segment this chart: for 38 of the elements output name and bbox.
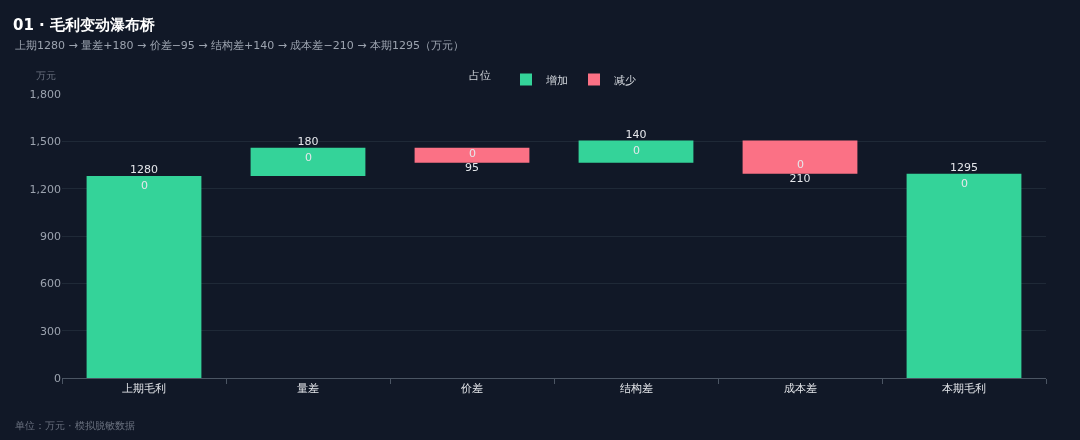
legend-label: 增加	[545, 73, 568, 87]
y-tick-label: 1,500	[29, 135, 61, 149]
y-tick-label: 300	[40, 324, 61, 338]
x-tick-label: 价差	[460, 382, 483, 396]
annotation: 0	[797, 158, 804, 171]
legend-label: 减少	[614, 73, 636, 87]
data-label: 140	[625, 127, 647, 141]
data-label: 180	[297, 134, 319, 148]
data-label: 1295	[950, 160, 978, 174]
y-tick-label: 1,200	[29, 182, 61, 196]
bar	[906, 173, 1022, 378]
x-tick-label: 本期毛利	[942, 382, 986, 396]
annotation: 0	[961, 177, 968, 190]
x-tick-label: 成本差	[783, 382, 817, 396]
annotation: 0	[305, 151, 312, 164]
data-label: 210	[789, 171, 811, 185]
annotation: 0	[141, 179, 148, 192]
x-tick-label: 结构差	[619, 382, 653, 396]
annotation: 0	[633, 144, 640, 157]
x-tick-label: 量差	[297, 382, 319, 396]
x-tick-label: 上期毛利	[122, 382, 166, 396]
data-label: 95	[465, 160, 479, 174]
bar	[414, 147, 530, 163]
bar	[742, 140, 858, 174]
data-label: 1280	[130, 163, 158, 177]
y-tick-label: 600	[40, 277, 61, 291]
legend-title: 占位	[469, 69, 498, 83]
chart-title: 01 · 毛利变动瀑布桥	[12, 16, 156, 35]
bar	[578, 140, 694, 163]
annotation: 0	[469, 147, 476, 160]
text: 单位：万元 · 模拟脱敏数据	[15, 420, 135, 431]
y-tick-label: 900	[40, 229, 61, 243]
bar	[250, 147, 366, 177]
y-tick-label: 1,800	[29, 87, 61, 101]
chart-subtitle: 上期1280 → 量差+180 → 价差−95 → 结构差+140 → 成本差−210 → 本期1295（万元）	[15, 39, 464, 52]
y-axis-title: 万元	[36, 70, 56, 81]
bar	[86, 176, 202, 378]
y-tick-label: 0	[54, 371, 61, 385]
